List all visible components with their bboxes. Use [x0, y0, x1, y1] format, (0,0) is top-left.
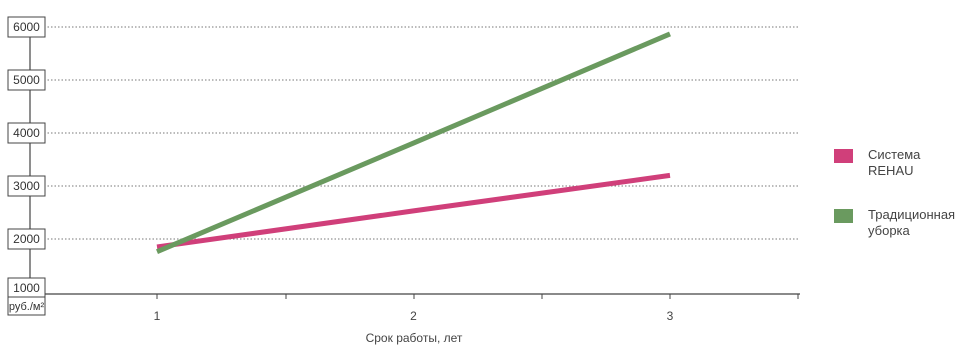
legend-swatch-rehau: [834, 149, 853, 163]
series-lines: [156, 31, 671, 255]
y-tick-label: 5000: [13, 73, 40, 87]
y-tick-labels: 6000 5000 4000 3000 2000 1000 руб./м²: [7, 16, 46, 316]
legend-swatch-traditional: [834, 209, 853, 223]
x-ticks: 1 2 3: [154, 294, 799, 323]
y-tick-label: 1000: [13, 281, 40, 295]
axes: [29, 20, 800, 295]
series-line-1: [156, 31, 671, 255]
y-tick-label: 2000: [13, 232, 40, 246]
y-tick-label: 6000: [13, 20, 40, 34]
x-tick-label: 3: [667, 309, 674, 323]
y-tick-box: [7, 16, 46, 38]
y-tick-label: 3000: [13, 179, 40, 193]
legend-label-line: уборка: [868, 223, 910, 238]
legend-label-line: Традиционная: [868, 207, 956, 222]
y-tick-box: [7, 175, 46, 197]
series-line-0: [156, 172, 671, 250]
legend-label-traditional: Традиционная уборка: [868, 207, 957, 239]
y-tick-label: 4000: [13, 126, 40, 140]
y-tick-box: [7, 122, 46, 144]
y-tick-box: [7, 228, 46, 250]
legend-label-line: REHAU: [868, 163, 914, 178]
y-tick-box: [7, 69, 46, 91]
x-axis-label: Срок работы, лет: [366, 331, 463, 345]
x-tick-label: 1: [154, 309, 161, 323]
x-tick-label: 2: [410, 309, 417, 323]
y-unit-label: руб./м²: [9, 301, 45, 313]
grid-lines: [30, 26, 800, 240]
legend-label-line: Система: [868, 147, 921, 162]
legend-label-rehau: Система REHAU: [868, 147, 957, 179]
